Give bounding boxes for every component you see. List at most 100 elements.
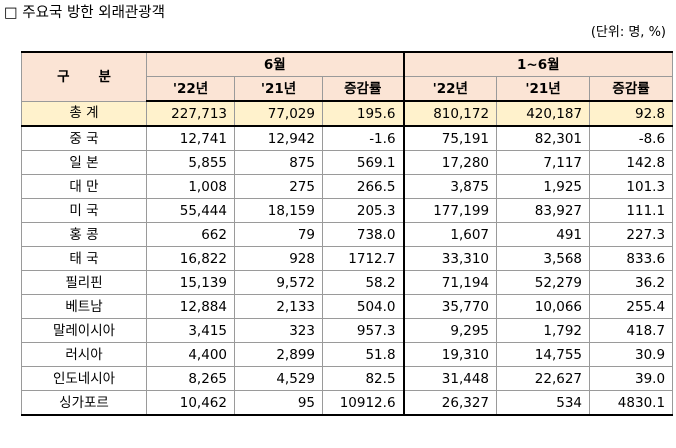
value-cell: 75,191 [402, 125, 498, 151]
value-cell: 31,448 [402, 366, 498, 391]
value-cell: 19,310 [402, 342, 498, 367]
country-cell: 베트남 [21, 294, 147, 319]
value-cell: 4,529 [234, 366, 323, 391]
value-cell: 58.2 [321, 270, 405, 295]
value-cell: 36.2 [589, 270, 674, 295]
sub-header-june-2021: '21년 [234, 76, 323, 102]
unit-note: (단위: 명, %) [590, 25, 666, 40]
value-cell: 504.0 [321, 294, 405, 319]
value-cell: 4,400 [146, 342, 235, 367]
table-row: 인도네시아 8,265 4,529 82.5 31,448 22,627 39.0 [21, 366, 674, 391]
table-row: 중 국 12,741 12,942 -1.6 75,191 82,301 -8.6 [21, 125, 674, 151]
value-cell: 1712.7 [321, 246, 405, 271]
value-cell: 957.3 [321, 318, 405, 343]
value-cell: 18,159 [234, 198, 323, 223]
value-cell: 875 [234, 150, 323, 175]
value-cell: 26,327 [402, 390, 498, 416]
value-cell: 1,607 [402, 222, 498, 247]
country-cell: 태 국 [21, 246, 147, 271]
value-cell: 833.6 [589, 246, 674, 271]
value-cell: 205.3 [321, 198, 405, 223]
country-cell: 일 본 [21, 150, 147, 175]
country-cell: 미 국 [21, 198, 147, 223]
value-cell: 2,133 [234, 294, 323, 319]
country-cell: 총 계 [21, 100, 147, 127]
value-cell: 82.5 [321, 366, 405, 391]
country-cell: 홍 콩 [21, 222, 147, 247]
table-row: 싱가포르 10,462 95 10912.6 26,327 534 4830.1 [21, 390, 674, 416]
sub-header-row: '22년 '21년 증감률 '22년 '21년 증감률 [22, 76, 674, 102]
value-cell: 35,770 [402, 294, 498, 319]
value-cell: 1,792 [496, 318, 591, 343]
value-cell: 12,942 [234, 125, 323, 151]
value-cell: 17,280 [402, 150, 498, 175]
sub-header-ytd-change: 증감률 [589, 76, 674, 102]
value-cell: 9,572 [234, 270, 323, 295]
sub-header-ytd-2021: '21년 [496, 76, 591, 102]
value-cell: 142.8 [589, 150, 674, 175]
value-cell: 1,925 [496, 174, 591, 199]
value-cell: 82,301 [496, 125, 591, 151]
value-cell: 7,117 [496, 150, 591, 175]
value-cell: -8.6 [589, 125, 674, 151]
value-cell: 12,884 [146, 294, 235, 319]
value-cell: 3,568 [496, 246, 591, 271]
value-cell: 101.3 [589, 174, 674, 199]
country-cell: 말레이시아 [21, 318, 147, 343]
value-cell: 569.1 [321, 150, 405, 175]
value-cell: 195.6 [321, 100, 405, 127]
value-cell: 5,855 [146, 150, 235, 175]
value-cell: 323 [234, 318, 323, 343]
value-cell: 2,899 [234, 342, 323, 367]
value-cell: 16,822 [146, 246, 235, 271]
value-cell: 227.3 [589, 222, 674, 247]
value-cell: 83,927 [496, 198, 591, 223]
country-cell: 러시아 [21, 342, 147, 367]
sub-header-june-change: 증감률 [321, 76, 405, 102]
value-cell: 10912.6 [321, 390, 405, 416]
value-cell: 14,755 [496, 342, 591, 367]
value-cell: 55,444 [146, 198, 235, 223]
value-cell: 738.0 [321, 222, 405, 247]
value-cell: 39.0 [589, 366, 674, 391]
group-header-jan-jun: 1~6월 [402, 51, 674, 77]
value-cell: 111.1 [589, 198, 674, 223]
country-cell: 인도네시아 [21, 366, 147, 391]
value-cell: 51.8 [321, 342, 405, 367]
value-cell: 177,199 [402, 198, 498, 223]
value-cell: 3,415 [146, 318, 235, 343]
table-row: 베트남 12,884 2,133 504.0 35,770 10,066 255.4 [21, 294, 674, 319]
value-cell: 4830.1 [589, 390, 674, 416]
table-row: 일 본 5,855 875 569.1 17,280 7,117 142.8 [21, 150, 674, 175]
value-cell: 15,139 [146, 270, 235, 295]
value-cell: 3,875 [402, 174, 498, 199]
value-cell: 30.9 [589, 342, 674, 367]
table-row: 대 만 1,008 275 266.5 3,875 1,925 101.3 [21, 174, 674, 199]
value-cell: 928 [234, 246, 323, 271]
value-cell: 92.8 [589, 100, 674, 127]
value-cell: 810,172 [402, 100, 498, 127]
group-header-row: 구 분 6월 1~6월 [21, 51, 674, 102]
table-row: 말레이시아 3,415 323 957.3 9,295 1,792 418.7 [21, 318, 674, 343]
value-cell: 95 [234, 390, 323, 416]
table-row: 미 국 55,444 18,159 205.3 177,199 83,927 111.1 [21, 198, 674, 223]
table-body: 총 계 227,713 77,029 195.6 810,172 420,187 92.8 중… [21, 100, 674, 416]
country-cell: 싱가포르 [21, 390, 147, 416]
sub-header-ytd-2022: '22년 [402, 76, 498, 102]
value-cell: 71,194 [402, 270, 498, 295]
value-cell: -1.6 [321, 125, 405, 151]
sub-header-june-2022: '22년 [146, 76, 235, 102]
value-cell: 52,279 [496, 270, 591, 295]
value-cell: 8,265 [146, 366, 235, 391]
value-cell: 491 [496, 222, 591, 247]
country-cell: 중 국 [21, 125, 147, 151]
value-cell: 418.7 [589, 318, 674, 343]
value-cell: 33,310 [402, 246, 498, 271]
table-row: 필리핀 15,139 9,572 58.2 71,194 52,279 36.2 [21, 270, 674, 295]
row-header-label: 구 분 [57, 68, 124, 85]
value-cell: 77,029 [234, 100, 323, 127]
table-row: 태 국 16,822 928 1712.7 33,310 3,568 833.6 [21, 246, 674, 271]
country-cell: 대 만 [21, 174, 147, 199]
value-cell: 662 [146, 222, 235, 247]
value-cell: 12,741 [146, 125, 235, 151]
